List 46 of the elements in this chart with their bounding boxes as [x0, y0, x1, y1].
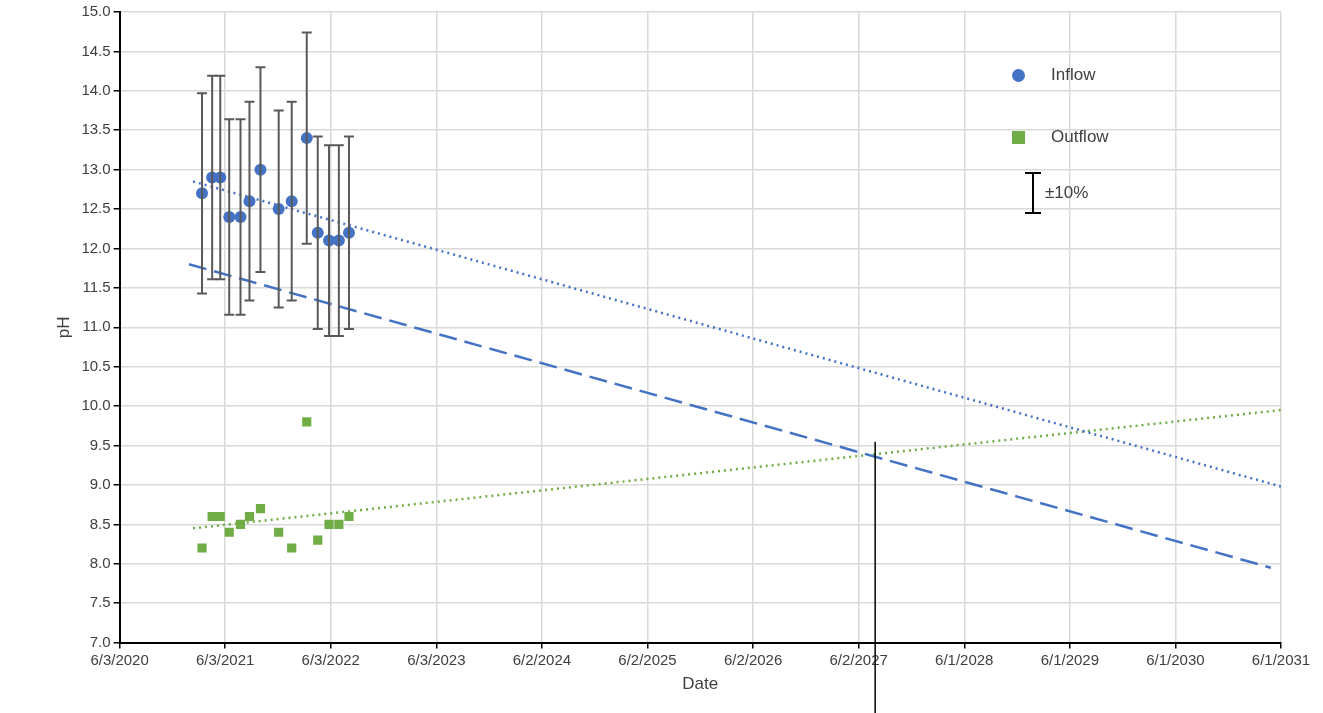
y-tick-label: 12.5	[81, 199, 111, 217]
y-tick-label: 11.0	[82, 317, 111, 335]
point	[197, 543, 207, 553]
y-tick-label: 13.0	[81, 159, 111, 177]
y-tick-label: 8.5	[89, 514, 111, 532]
x-tick-label: 6/3/2021	[195, 650, 255, 668]
point	[215, 511, 225, 522]
x-tick-label: 6/2/2026	[723, 650, 783, 668]
point	[274, 527, 284, 537]
x-tick-label: 6/3/2022	[301, 650, 360, 668]
x-tick-label: 6/1/2031	[1251, 650, 1311, 668]
y-axis-title: pH	[53, 316, 73, 339]
x-tick-label: 6/1/2030	[1146, 650, 1205, 668]
x-tick-label: 6/2/2024	[512, 650, 572, 668]
y-tick-label: 8.0	[89, 553, 111, 571]
x-tick-label: 6/1/2028	[935, 650, 994, 668]
point	[255, 504, 266, 514]
y-tick-label: 9.0	[89, 475, 111, 493]
y-tick-label: 14.5	[81, 41, 111, 59]
legend-label: Inflow	[1051, 65, 1096, 85]
y-tick-label: 11.5	[82, 278, 111, 296]
y-tick-label: 14.0	[81, 80, 111, 98]
y-tick-label: 7.0	[89, 632, 111, 650]
x-tick-label: 6/1/2029	[1040, 650, 1100, 668]
point	[235, 519, 246, 529]
y-tick-label: 9.5	[89, 435, 111, 453]
x-tick-label: 6/2/2025	[618, 650, 677, 668]
point	[224, 527, 234, 537]
legend-label: Outflow	[1051, 127, 1109, 147]
point	[244, 511, 255, 522]
x-axis-title: Date	[682, 674, 719, 694]
y-tick-label: 13.5	[81, 120, 111, 138]
point	[334, 519, 344, 529]
y-tick-label: 12.0	[81, 238, 111, 256]
point	[302, 417, 312, 427]
y-tick-label: 10.5	[81, 356, 111, 374]
point	[287, 543, 297, 553]
point	[324, 519, 334, 529]
annotation: ±10%	[1045, 183, 1089, 203]
y-tick-label: 7.5	[89, 593, 111, 611]
y-tick-label: 15.0	[81, 2, 111, 20]
y-tick-label: 10.0	[81, 396, 111, 414]
point	[344, 511, 354, 522]
point	[313, 535, 323, 545]
x-tick-label: 6/3/2023	[407, 650, 466, 668]
x-tick-label: 6/3/2020	[90, 650, 149, 668]
